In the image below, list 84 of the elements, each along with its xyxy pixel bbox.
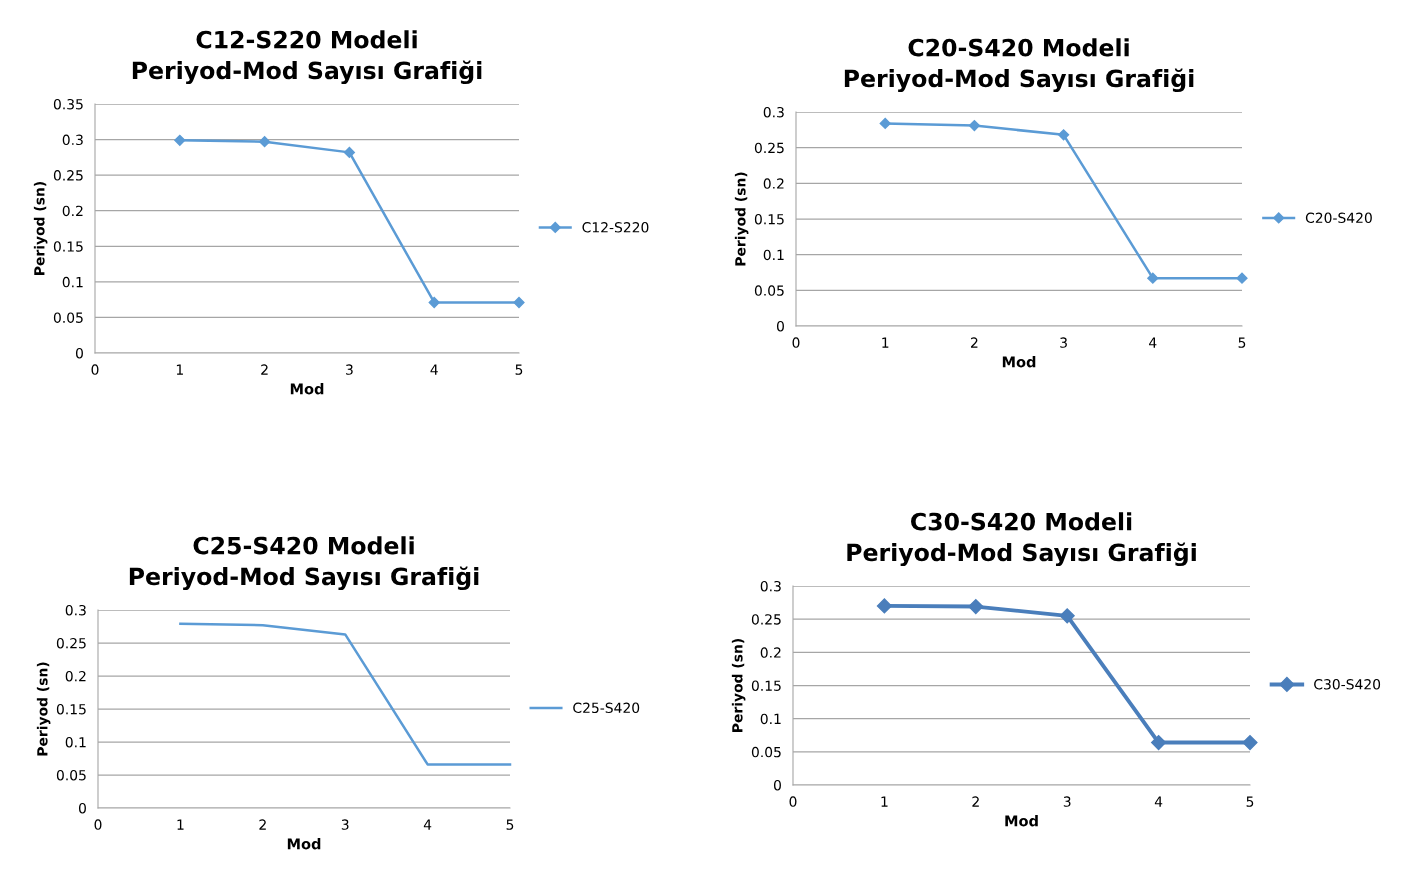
x-axis-title: Mod [1005, 815, 1038, 827]
chart-title: C25-S420 Modeli Periyod-Mod Sayısı Grafiği [129, 536, 479, 591]
y-tick-label: 0.15 [751, 680, 781, 691]
legend-label: C20-S420 [1305, 212, 1372, 224]
line-series [179, 622, 512, 766]
y-axis-title: Periyod (sn) [734, 172, 749, 266]
x-tick-label: 3 [1063, 796, 1071, 807]
x-tick-label: 0 [789, 796, 797, 807]
x-tick-label: 0 [91, 364, 99, 375]
chart-title: C12-S220 Modeli Periyod-Mod Sayısı Grafiği [132, 30, 482, 85]
y-tick-label: 0.1 [763, 249, 784, 261]
y-tick-label: 0.2 [760, 647, 781, 658]
point [1057, 129, 1070, 141]
y-tick-label: 0.15 [754, 213, 784, 225]
x-tick-label: 1 [176, 364, 183, 375]
point [258, 136, 271, 148]
y-axis-title: Periyod (sn) [36, 662, 51, 756]
y-tick-label: 0.15 [53, 241, 83, 252]
chart-title: C20-S420 Modeli Periyod-Mod Sayısı Grafiği [844, 38, 1194, 93]
x-tick-label: 5 [515, 364, 523, 375]
x-tick-label: 0 [94, 819, 102, 830]
x-tick-label: 3 [1060, 337, 1067, 348]
point [428, 296, 440, 309]
y-tick-label: 0.15 [56, 703, 86, 715]
x-tick-label: 2 [972, 796, 979, 807]
y-tick-label: 0.1 [65, 736, 86, 748]
point [1059, 608, 1075, 624]
x-tick-label: 4 [423, 819, 432, 830]
x-axis-title: Mod [290, 383, 324, 395]
y-tick-label: 0.3 [65, 604, 86, 616]
x-tick-label: 3 [341, 819, 349, 830]
y-tick-label: 0.25 [754, 142, 784, 154]
point [343, 146, 356, 158]
x-tick-label: 1 [177, 819, 184, 830]
y-tick-label: 0.05 [751, 746, 781, 758]
x-axis-title: Mod [1002, 356, 1036, 368]
y-tick-label: 0.3 [760, 580, 781, 592]
x-tick-label: 5 [1246, 796, 1254, 807]
point [174, 134, 186, 146]
x-tick-label: 5 [1238, 337, 1246, 348]
y-tick-label: 0.1 [62, 276, 83, 288]
point [1242, 734, 1258, 751]
y-tick-label: 0 [776, 320, 784, 332]
legend-label: C30-S420 [1314, 679, 1381, 690]
x-tick-label: 5 [506, 819, 514, 830]
x-tick-label: 2 [259, 819, 266, 830]
y-tick-label: 0.05 [56, 769, 86, 781]
y-tick-label: 0.1 [760, 713, 781, 725]
point [1151, 734, 1167, 751]
x-tick-label: 1 [882, 337, 889, 348]
y-axis-title: Periyod (sn) [33, 181, 48, 275]
y-tick-label: 0.05 [53, 312, 83, 323]
x-tick-label: 0 [792, 337, 800, 348]
point [1236, 272, 1248, 284]
y-tick-label: 0 [75, 347, 83, 359]
x-tick-label: 4 [430, 364, 438, 375]
x-axis-title: Mod [287, 838, 321, 850]
chart-title: C30-S420 Modeli Periyod-Mod Sayısı Grafiği [847, 512, 1196, 567]
point [1147, 272, 1159, 284]
y-tick-label: 0.25 [56, 637, 86, 649]
y-tick-label: 0.2 [763, 178, 784, 189]
point [879, 117, 891, 130]
x-tick-label: 2 [261, 364, 268, 375]
y-tick-label: 0.2 [62, 205, 83, 217]
y-tick-label: 0.25 [751, 614, 781, 625]
x-tick-label: 2 [971, 337, 978, 348]
x-tick-label: 4 [1149, 337, 1157, 348]
y-tick-label: 0.3 [763, 106, 784, 118]
point [513, 296, 525, 309]
x-tick-label: 3 [346, 364, 353, 375]
legend-label: C25-S420 [573, 702, 640, 714]
x-tick-label: 1 [881, 796, 888, 807]
x-tick-label: 4 [1154, 796, 1163, 807]
point [876, 598, 892, 614]
y-tick-label: 0.3 [62, 134, 83, 146]
y-tick-label: 0.35 [53, 98, 83, 110]
y-tick-label: 0.25 [53, 170, 83, 181]
y-axis-title: Periyod (sn) [731, 638, 746, 732]
y-tick-label: 0.2 [65, 670, 86, 682]
y-tick-label: 0.05 [754, 285, 784, 296]
point [968, 119, 981, 132]
point [968, 598, 984, 615]
y-tick-label: 0 [773, 779, 781, 791]
legend-label: C12-S220 [582, 222, 649, 233]
